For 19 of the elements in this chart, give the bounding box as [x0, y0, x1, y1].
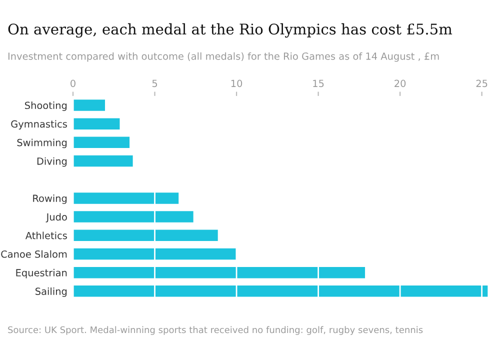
x-tick-label: 25 [476, 80, 488, 88]
y-tick-label: Sailing [36, 287, 67, 297]
chart-title: On average, each medal at the Rio Olympics has cost £5.5m [8, 23, 452, 38]
x-tick-label: 5 [152, 80, 158, 88]
y-tick-label: Athletics [25, 232, 67, 240]
y-tick-label: Swimming [17, 138, 67, 148]
y-tick-label: Equestrian [16, 268, 67, 278]
x-tick-label: 15 [313, 80, 324, 88]
x-tick-label: 20 [394, 80, 406, 88]
y-tick-label: Gymnastics [11, 120, 67, 130]
y-tick-label: Rowing [33, 194, 67, 204]
source-note: Source: UK Sport. Medal-winning sports that received no funding: golf, rugby sevens, tennis [8, 326, 423, 335]
y-tick-label: Diving [37, 157, 67, 167]
y-tick-label: Judo [46, 213, 67, 222]
y-tick-label: Canoe Slalom [1, 250, 67, 258]
y-tick-label: Shooting [25, 102, 67, 111]
x-tick-label: 0 [70, 80, 76, 88]
chart-subtitle: Investment compared with outcome (all medals) for the Rio Games as of 14 August , £m [8, 52, 439, 62]
x-tick-label: 10 [231, 80, 242, 88]
